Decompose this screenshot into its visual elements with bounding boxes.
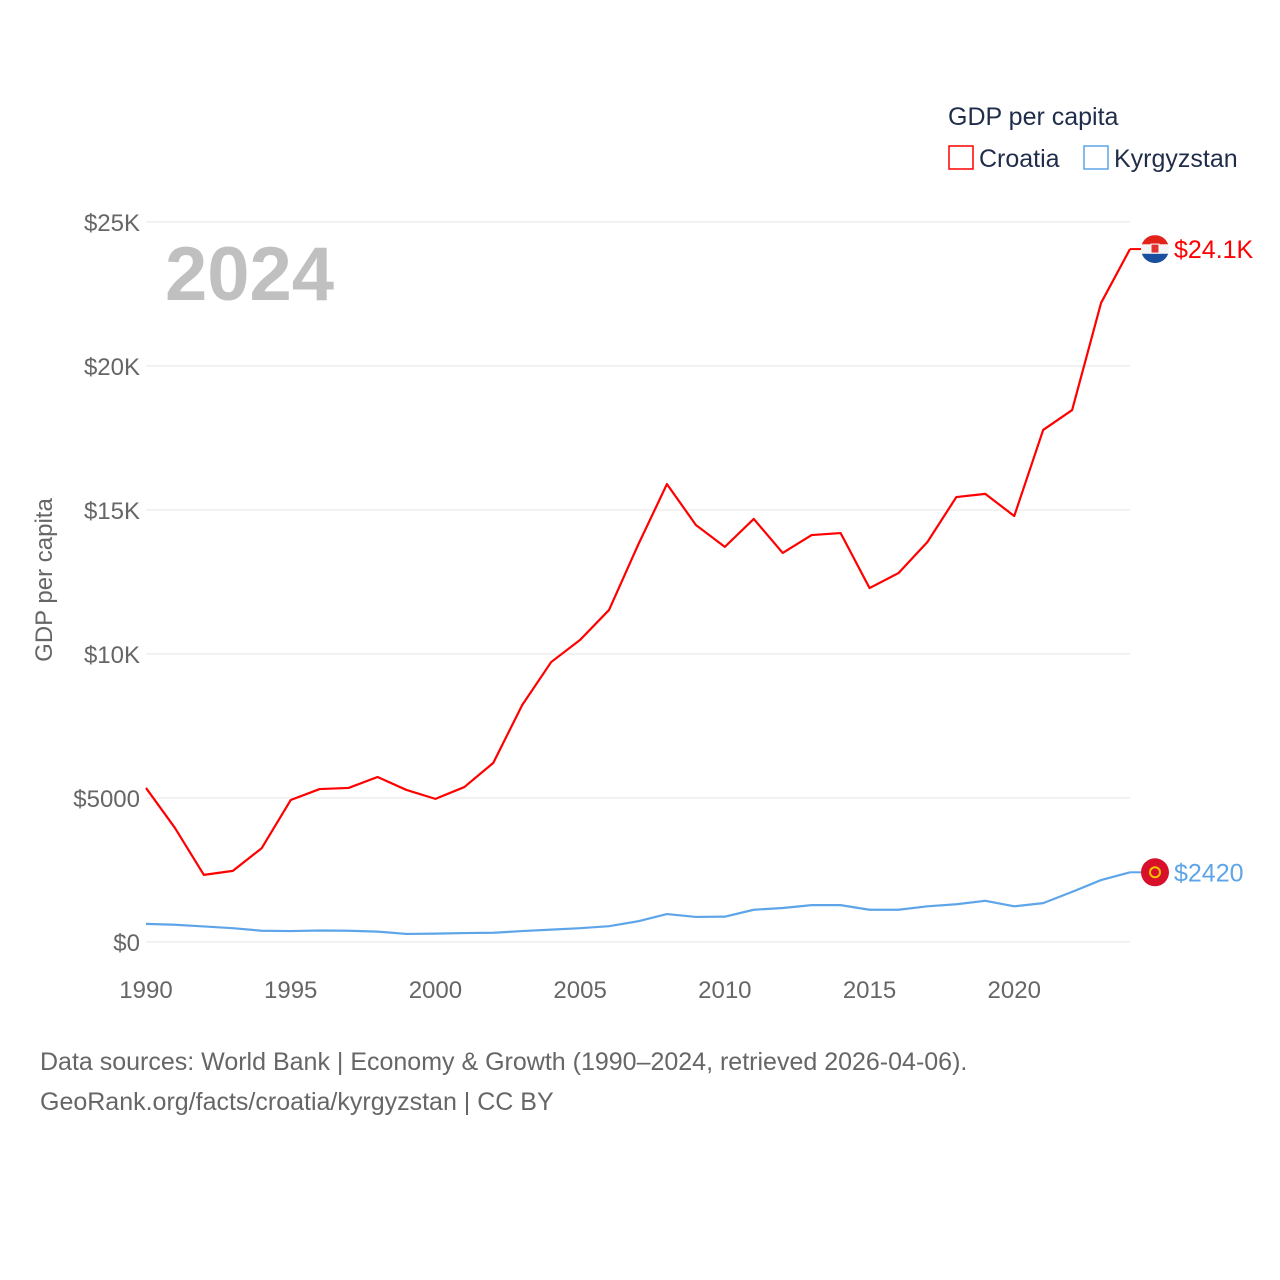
data-source-note: Data sources: World Bank | Economy & Gro… (40, 1042, 967, 1122)
footer-link[interactable]: GeoRank.org/facts/croatia/kyrgyzstan | C… (40, 1088, 554, 1116)
y-tick-label: $0 (113, 930, 140, 957)
x-tick-label: 1995 (264, 977, 317, 1004)
legend-swatch-croatia (948, 145, 974, 170)
y-tick-label: $5000 (73, 786, 140, 813)
legend-label-croatia: Croatia (979, 145, 1060, 173)
legend-label-kyrgyzstan: Kyrgyzstan (1114, 145, 1238, 173)
y-tick-label: $25K (84, 210, 140, 237)
series-line-kyrgyzstan (145, 871, 1131, 936)
y-tick-label: $10K (84, 642, 140, 669)
sun-icon (1149, 866, 1161, 879)
end-value-label: $24.1K (1174, 236, 1254, 264)
x-tick-label: 2020 (988, 977, 1041, 1004)
y-tick-label: $15K (84, 498, 140, 525)
kyrgyzstan-flag-icon (1141, 858, 1169, 887)
coat-of-arms-icon (1150, 243, 1160, 254)
y-axis-label: GDP per capita (31, 498, 58, 662)
x-tick-label: 2000 (409, 977, 462, 1004)
series-line-croatia (145, 248, 1131, 876)
x-tick-label: 2005 (553, 977, 606, 1004)
croatia-flag-icon (1141, 253, 1169, 264)
y-tick-label: $20K (84, 354, 140, 381)
croatia-flag-icon (1141, 235, 1169, 245)
legend-swatch-kyrgyzstan (1083, 145, 1109, 170)
x-tick-label: 2010 (698, 977, 751, 1004)
year-watermark: 2024 (165, 232, 334, 317)
x-tick-label: 2015 (843, 977, 896, 1004)
x-tick-label: 1990 (119, 977, 172, 1004)
footer-sources: Data sources: World Bank | Economy & Gro… (40, 1048, 968, 1076)
legend-title: GDP per capita (948, 103, 1119, 131)
end-value-label: $2420 (1174, 859, 1244, 887)
